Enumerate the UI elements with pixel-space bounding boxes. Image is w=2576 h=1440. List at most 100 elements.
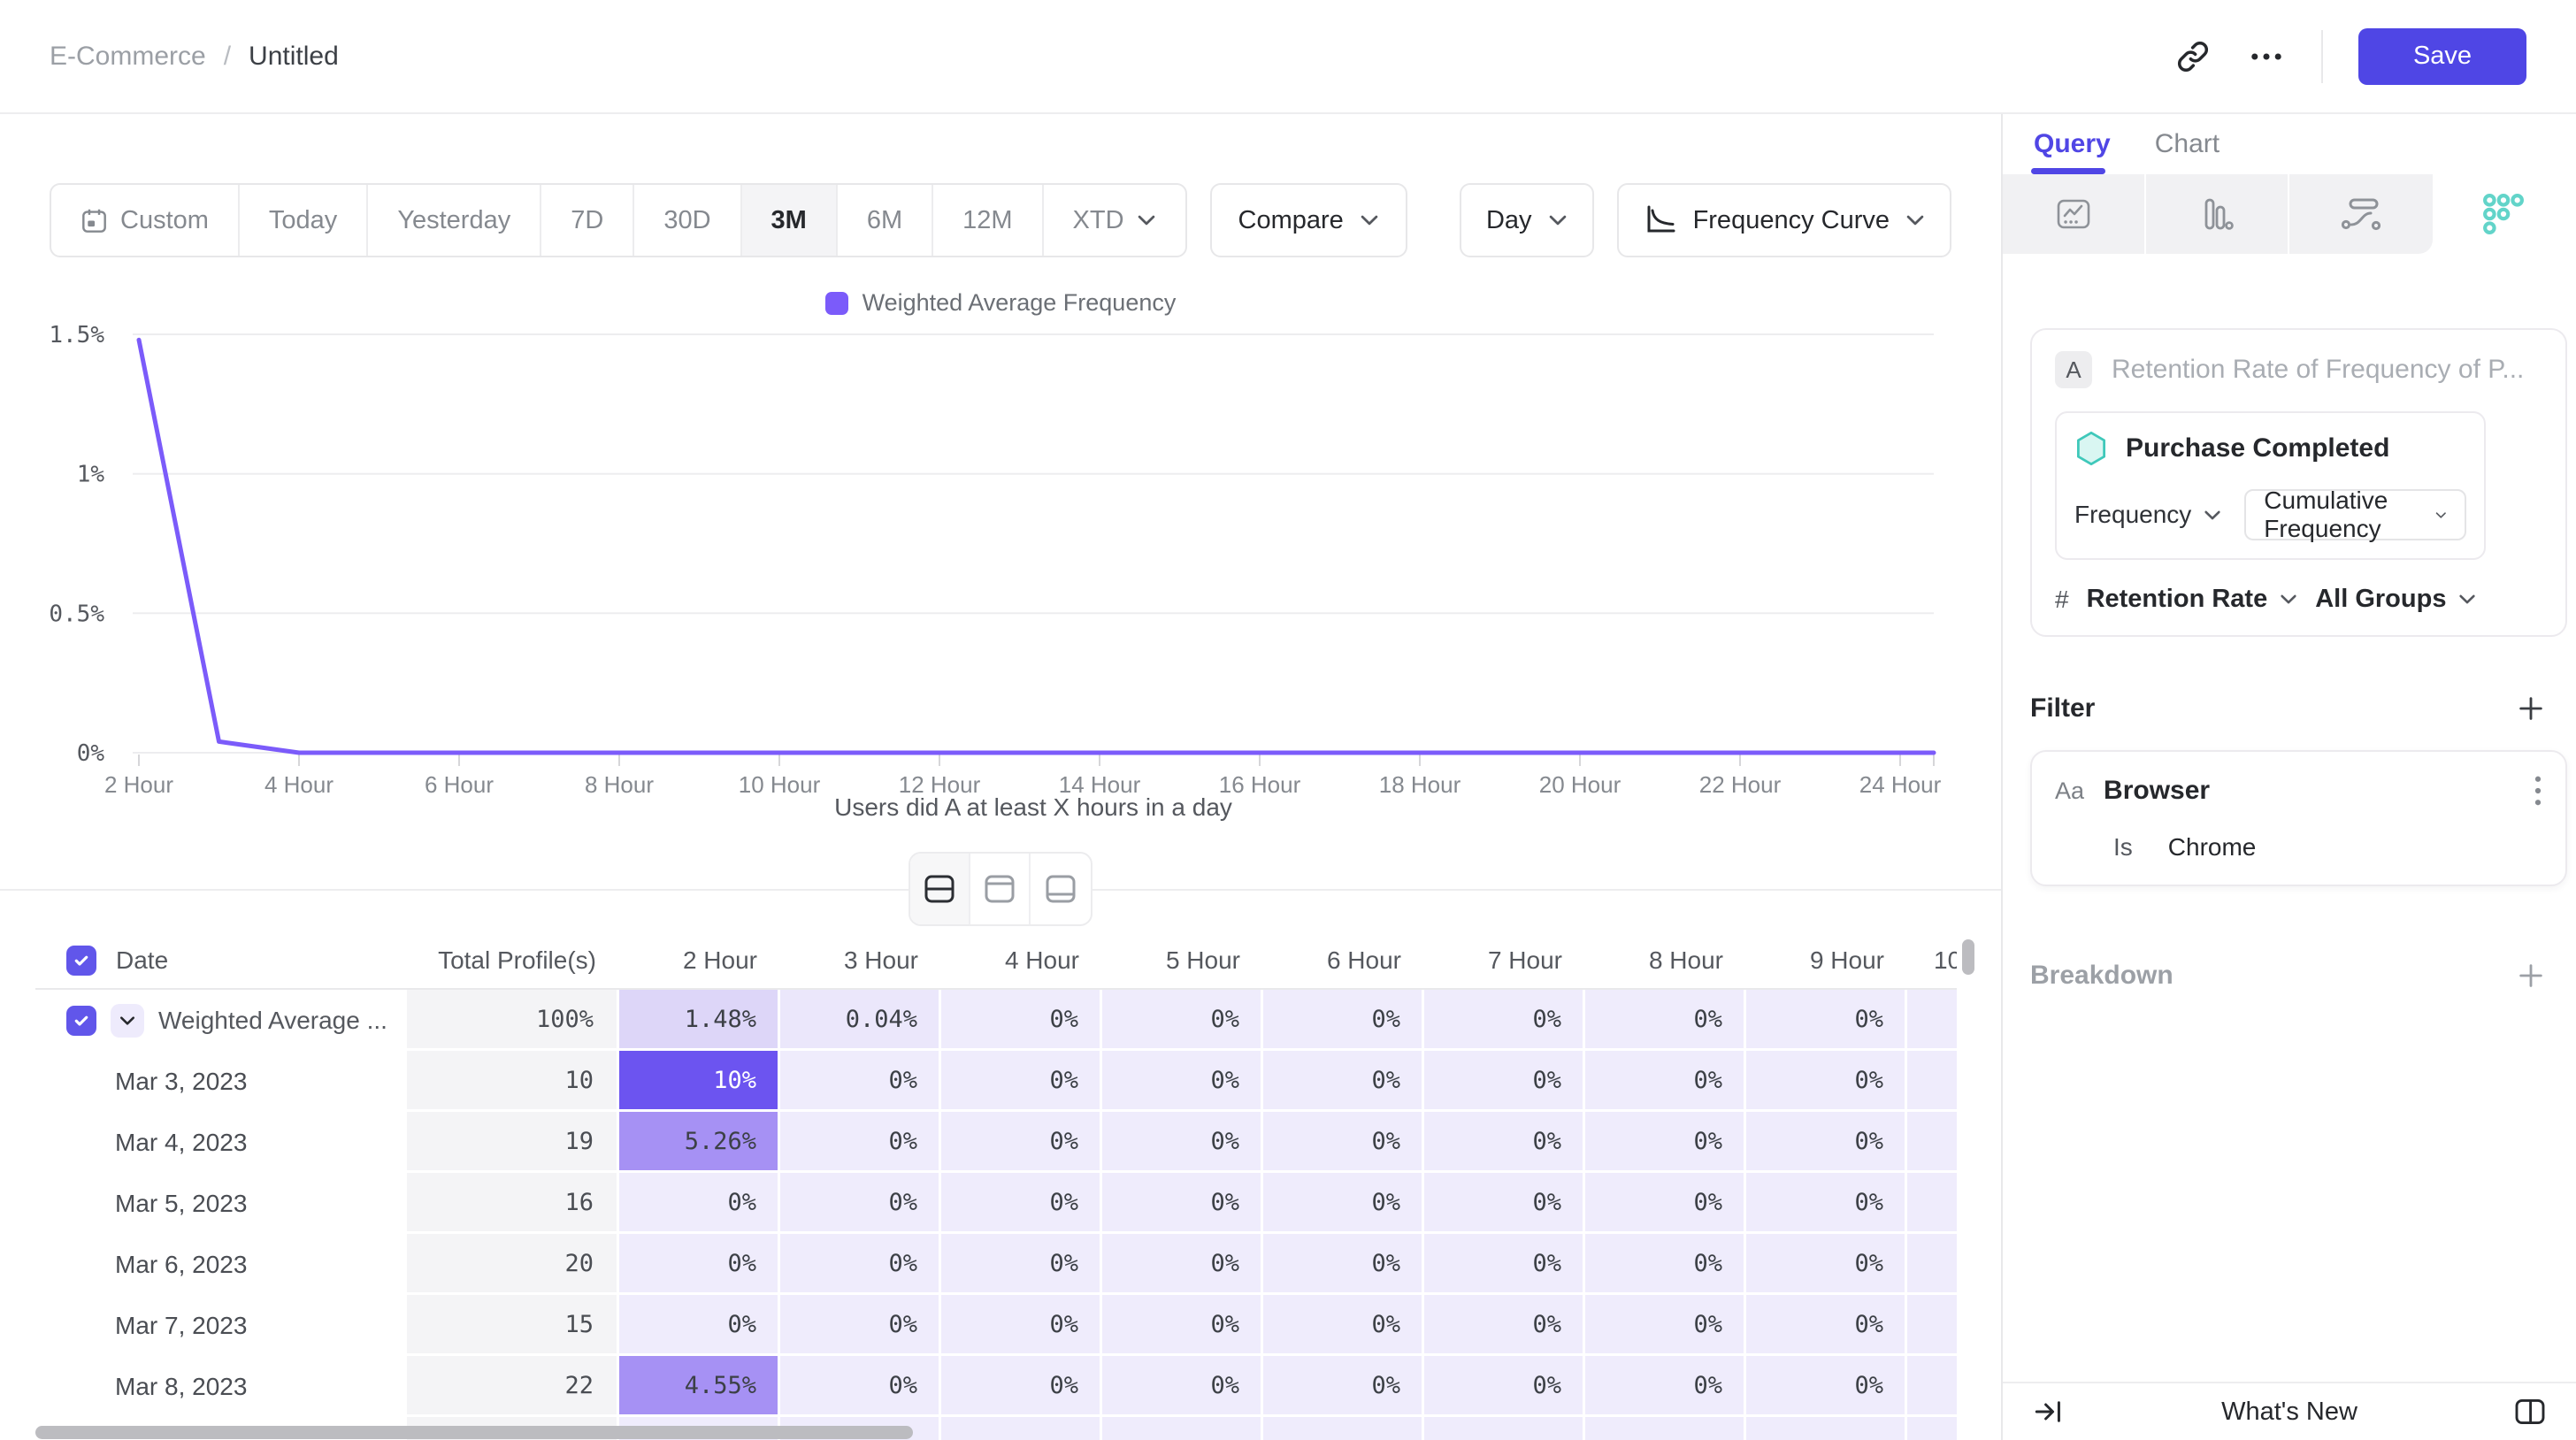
value-cell[interactable]: [1102, 1417, 1263, 1440]
value-cell[interactable]: 0%: [1424, 1112, 1585, 1173]
granularity-dropdown[interactable]: Day: [1459, 183, 1594, 257]
value-cell[interactable]: 0%: [1102, 1051, 1263, 1112]
value-cell[interactable]: 0%: [1585, 990, 1746, 1051]
chart-mode-dropdown[interactable]: Frequency Curve: [1616, 183, 1951, 257]
value-cell[interactable]: 0%: [1746, 1173, 1907, 1234]
value-cell[interactable]: 0%: [1424, 1173, 1585, 1234]
value-cell[interactable]: 5.26%: [619, 1112, 780, 1173]
value-cell[interactable]: 0%: [1102, 1112, 1263, 1173]
value-cell[interactable]: 0%: [1746, 1112, 1907, 1173]
tab-query[interactable]: Query: [2034, 129, 2111, 158]
value-cell[interactable]: 0%: [1585, 1295, 1746, 1356]
value-cell[interactable]: [1907, 1234, 1957, 1295]
value-cell[interactable]: 0%: [1746, 1295, 1907, 1356]
whats-new-link[interactable]: What's New: [2221, 1397, 2358, 1426]
range-30d-button[interactable]: 30D: [634, 185, 742, 256]
value-cell[interactable]: [1263, 1417, 1424, 1440]
value-cell[interactable]: 0%: [941, 1356, 1102, 1417]
frequency-line-chart[interactable]: 1.5% 1% 0.5% 0% 2 Hour 4 Hour 6 Hour 8 Hour 10 H…: [50, 310, 1951, 831]
value-cell[interactable]: 0%: [1746, 1051, 1907, 1112]
value-cell[interactable]: 0%: [1102, 990, 1263, 1051]
range-7d-button[interactable]: 7D: [541, 185, 635, 256]
frequency-dropdown[interactable]: Frequency: [2074, 501, 2221, 529]
range-today-button[interactable]: Today: [240, 185, 369, 256]
layout-chart-only-button[interactable]: [970, 854, 1031, 924]
value-cell[interactable]: 0%: [1585, 1173, 1746, 1234]
range-3m-button[interactable]: 3M: [741, 185, 838, 256]
range-yesterday-button[interactable]: Yesterday: [368, 185, 542, 256]
range-12m-button[interactable]: 12M: [933, 185, 1044, 256]
value-cell[interactable]: [1907, 1051, 1957, 1112]
value-cell[interactable]: 0%: [1263, 1234, 1424, 1295]
range-xtd-button[interactable]: XTD: [1044, 185, 1185, 256]
value-cell[interactable]: 10%: [619, 1051, 780, 1112]
value-cell[interactable]: 0%: [780, 1173, 941, 1234]
value-cell[interactable]: 0%: [1102, 1295, 1263, 1356]
value-cell[interactable]: [1746, 1417, 1907, 1440]
vertical-scrollbar[interactable]: [1962, 939, 1974, 975]
value-cell[interactable]: 0%: [1263, 1173, 1424, 1234]
value-cell[interactable]: 0.04%: [780, 990, 941, 1051]
value-cell[interactable]: 0%: [780, 1112, 941, 1173]
breadcrumb-project[interactable]: E-Commerce: [50, 41, 206, 71]
value-cell[interactable]: 0%: [780, 1295, 941, 1356]
layout-table-only-button[interactable]: [1031, 854, 1091, 924]
value-cell[interactable]: [1907, 1112, 1957, 1173]
value-cell[interactable]: [1424, 1417, 1585, 1440]
value-cell[interactable]: [1907, 1173, 1957, 1234]
chart-type-retention-button[interactable]: [2433, 174, 2576, 254]
horizontal-scrollbar[interactable]: [35, 1426, 913, 1439]
value-cell[interactable]: 0%: [1585, 1051, 1746, 1112]
value-cell[interactable]: 0%: [1424, 1356, 1585, 1417]
value-cell[interactable]: 0%: [1746, 1356, 1907, 1417]
value-cell[interactable]: 0%: [780, 1356, 941, 1417]
value-cell[interactable]: [1907, 1356, 1957, 1417]
value-cell[interactable]: 0%: [1424, 1051, 1585, 1112]
value-cell[interactable]: 0%: [941, 1173, 1102, 1234]
range-custom-button[interactable]: Custom: [51, 185, 240, 256]
value-cell[interactable]: 0%: [1746, 1234, 1907, 1295]
value-cell[interactable]: 0%: [941, 1295, 1102, 1356]
add-filter-button[interactable]: [2516, 693, 2546, 724]
range-6m-button[interactable]: 6M: [838, 185, 934, 256]
value-cell[interactable]: 0%: [780, 1234, 941, 1295]
value-cell[interactable]: 1.48%: [619, 990, 780, 1051]
chart-type-insights-button[interactable]: [2003, 174, 2146, 254]
filter-value[interactable]: Chrome: [2167, 833, 2257, 861]
value-cell[interactable]: 0%: [1102, 1356, 1263, 1417]
value-cell[interactable]: 0%: [1263, 1356, 1424, 1417]
value-cell[interactable]: 0%: [941, 990, 1102, 1051]
value-cell[interactable]: 0%: [1102, 1234, 1263, 1295]
compare-button[interactable]: Compare: [1209, 183, 1407, 257]
value-cell[interactable]: 0%: [1263, 1295, 1424, 1356]
value-cell[interactable]: 0%: [619, 1295, 780, 1356]
value-cell[interactable]: 0%: [1585, 1356, 1746, 1417]
value-cell[interactable]: [1585, 1417, 1746, 1440]
more-menu-icon[interactable]: [2247, 50, 2286, 63]
value-cell[interactable]: [1907, 1417, 1957, 1440]
value-cell[interactable]: 4.55%: [619, 1356, 780, 1417]
value-cell[interactable]: 0%: [941, 1112, 1102, 1173]
row-expander[interactable]: [111, 1003, 144, 1038]
value-cell[interactable]: [1907, 1295, 1957, 1356]
value-cell[interactable]: 0%: [1424, 1295, 1585, 1356]
value-cell[interactable]: 0%: [1424, 990, 1585, 1051]
frequency-option-dropdown[interactable]: Cumulative Frequency: [2244, 486, 2466, 542]
value-cell[interactable]: 0%: [780, 1051, 941, 1112]
series-title-input[interactable]: Retention Rate of Frequency of P...: [2112, 355, 2525, 384]
filter-operator[interactable]: Is: [2113, 833, 2133, 861]
value-cell[interactable]: [1907, 990, 1957, 1051]
collapse-panel-button[interactable]: [2033, 1398, 2065, 1426]
measure-dropdown[interactable]: Retention Rate: [2087, 585, 2298, 614]
value-cell[interactable]: 0%: [619, 1173, 780, 1234]
row-checkbox[interactable]: [66, 1005, 96, 1036]
value-cell[interactable]: 0%: [1746, 990, 1907, 1051]
share-link-icon[interactable]: [2174, 38, 2212, 75]
value-cell[interactable]: 0%: [1263, 990, 1424, 1051]
chart-type-bar-button[interactable]: [2146, 174, 2289, 254]
value-cell[interactable]: 0%: [1263, 1051, 1424, 1112]
value-cell[interactable]: 0%: [1424, 1234, 1585, 1295]
save-button[interactable]: Save: [2358, 27, 2526, 85]
event-selector[interactable]: Purchase Completed: [2074, 431, 2466, 466]
value-cell[interactable]: 0%: [1585, 1112, 1746, 1173]
